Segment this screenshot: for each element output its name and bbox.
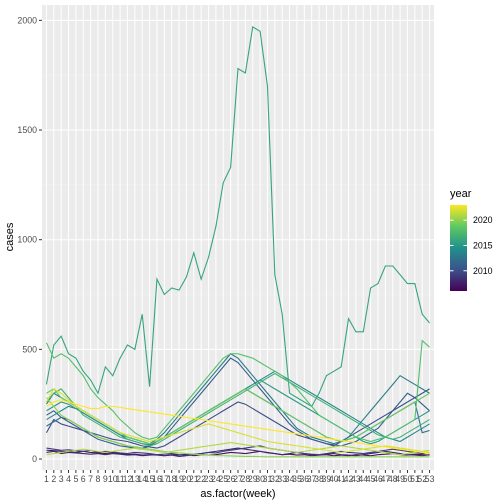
series-line-2018 [45, 339, 430, 443]
series-line-2023 [46, 399, 430, 455]
y-axis-title: cases [4, 222, 16, 251]
legend-label: 2010 [473, 266, 493, 276]
y-tick-label: 2000 [17, 15, 37, 25]
x-tick-label: 43 [351, 474, 361, 484]
x-tick-label: 25 [218, 474, 228, 484]
x-tick-label: 38 [314, 474, 324, 484]
x-tick-label: 24 [211, 474, 221, 484]
x-tick-label: 45 [366, 474, 376, 484]
x-tick-label: 47 [380, 474, 390, 484]
x-tick-label: 40 [329, 474, 339, 484]
x-tick-label: 52 [417, 474, 427, 484]
series-line-2017 [45, 372, 430, 447]
x-tick-label: 3 [59, 474, 64, 484]
x-tick-label: 41 [336, 474, 346, 484]
x-tick-label: 22 [196, 474, 206, 484]
x-tick-label: 46 [373, 474, 383, 484]
legend-colorbar [450, 205, 467, 291]
series-line-2008 [46, 447, 430, 457]
x-tick-label: 28 [240, 474, 250, 484]
x-tick-label: 35 [292, 474, 302, 484]
x-tick-label: 4 [66, 474, 71, 484]
x-tick-label: 9 [103, 474, 108, 484]
x-tick-label: 26 [226, 474, 236, 484]
legend-ticks: 2010 2015 2020 [450, 215, 493, 276]
x-tick-label: 11 [116, 474, 125, 484]
x-tick-label: 31 [263, 474, 273, 484]
x-tick-label: 30 [255, 474, 265, 484]
x-tick-label: 32 [270, 474, 280, 484]
series-lines [45, 26, 431, 458]
x-tick-label: 48 [388, 474, 398, 484]
x-tick-label: 12 [123, 474, 133, 484]
x-tick-label: 15 [145, 474, 155, 484]
x-tick-label: 29 [248, 474, 258, 484]
x-tick-label: 21 [189, 474, 199, 484]
series-line-2016 [45, 26, 431, 408]
series-line-2021 [46, 442, 430, 456]
x-tick-label: 42 [344, 474, 354, 484]
x-tick-label: 6 [81, 474, 86, 484]
y-tick-label: 1000 [17, 235, 37, 245]
x-tick-label: 27 [233, 474, 243, 484]
y-tick-label: 500 [22, 344, 37, 354]
series-line-2007 [46, 449, 430, 457]
x-tick-label: 1 [44, 474, 49, 484]
x-tick-label: 13 [130, 474, 140, 484]
series-line-2022 [45, 388, 430, 454]
x-tick-label: 20 [182, 474, 192, 484]
x-tick-label: 17 [159, 474, 169, 484]
y-tick-label: 1500 [17, 125, 37, 135]
x-axis: 1 2 3 4 5 6 7 8 9 1011121314151617181920212223242… [44, 470, 435, 484]
x-tick-label: 18 [167, 474, 177, 484]
x-tick-label: 36 [299, 474, 309, 484]
x-tick-label: 8 [96, 474, 101, 484]
x-tick-label: 5 [73, 474, 78, 484]
series-line-2020 [45, 397, 430, 458]
x-tick-label: 10 [108, 474, 118, 484]
x-tick-label: 44 [358, 474, 368, 484]
x-tick-label: 49 [395, 474, 405, 484]
x-tick-label: 7 [88, 474, 93, 484]
y-axis: 0 500 1000 1500 2000 [17, 15, 42, 464]
x-tick-label: 53 [425, 474, 435, 484]
series-line-2010 [45, 388, 430, 449]
x-tick-label: 14 [137, 474, 147, 484]
legend-title: year [450, 188, 472, 200]
x-tick-label: 50 [403, 474, 413, 484]
x-tick-label: 23 [204, 474, 214, 484]
x-tick-label: 37 [307, 474, 317, 484]
series-line-2011 [46, 357, 430, 450]
x-tick-label: 2 [51, 474, 56, 484]
x-tick-label: 34 [285, 474, 295, 484]
x-tick-label: 19 [174, 474, 184, 484]
x-tick-label: 39 [322, 474, 332, 484]
x-tick-label: 51 [410, 474, 420, 484]
legend: year 2010 2015 2020 [450, 188, 493, 291]
y-tick-label: 0 [32, 454, 37, 464]
x-tick-label: 33 [277, 474, 287, 484]
legend-label: 2015 [473, 240, 493, 250]
x-axis-title: as.factor(week) [200, 488, 275, 500]
x-tick-label: 16 [152, 474, 162, 484]
legend-label: 2020 [473, 215, 493, 225]
major-gridlines [42, 5, 434, 470]
